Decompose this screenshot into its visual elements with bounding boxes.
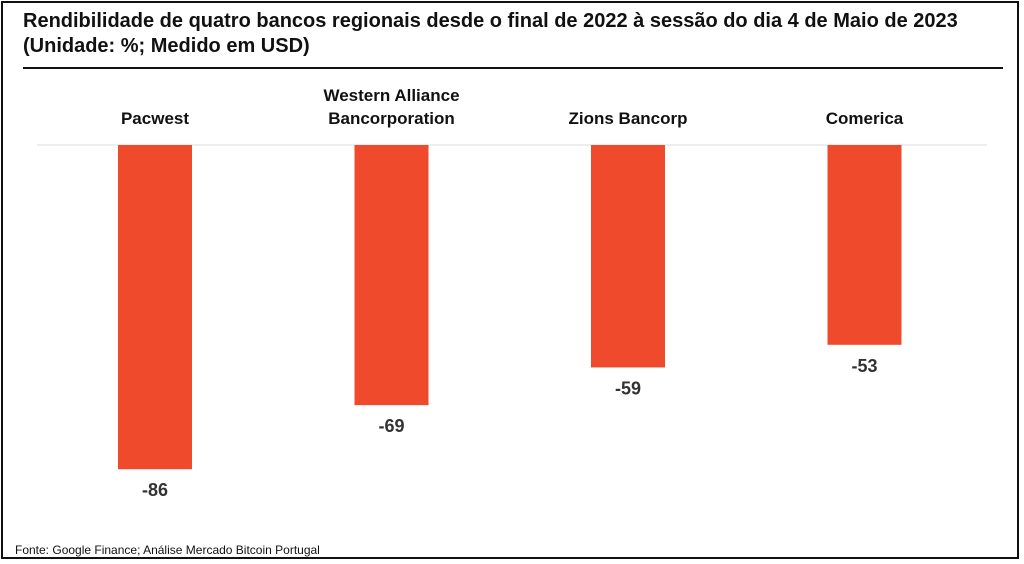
value-labels: -86 -69 -59 -53 [142,356,878,500]
bar-4 [827,145,902,345]
value-label-2: -69 [378,416,404,436]
bar-chart: Pacwest Western Alliance Bancorporation Zio… [37,86,987,500]
value-label-4: -53 [851,356,877,376]
category-label-line: Pacwest [121,109,189,128]
value-label-3: -59 [615,378,641,398]
category-label-line: Comerica [826,109,904,128]
source-note: Fonte: Google Finance; Análise Mercado B… [15,543,320,557]
bar-1 [118,145,192,470]
title-divider [23,67,1003,69]
category-label-1: Pacwest [121,109,189,128]
bar-3 [591,145,665,368]
category-labels: Pacwest Western Alliance Bancorporation Zio… [121,86,904,128]
category-label-4: Comerica [826,109,904,128]
bars [118,145,902,470]
category-label-line: Bancorporation [328,109,455,128]
bar-2 [354,145,429,406]
category-label-2: Western Alliance Bancorporation [323,86,459,128]
category-label-line: Western Alliance [323,86,459,105]
category-label-3: Zions Bancorp [568,109,687,128]
chart-title: Rendibilidade de quatro bancos regionais… [23,10,958,57]
value-label-1: -86 [142,480,168,500]
category-label-line: Zions Bancorp [568,109,687,128]
